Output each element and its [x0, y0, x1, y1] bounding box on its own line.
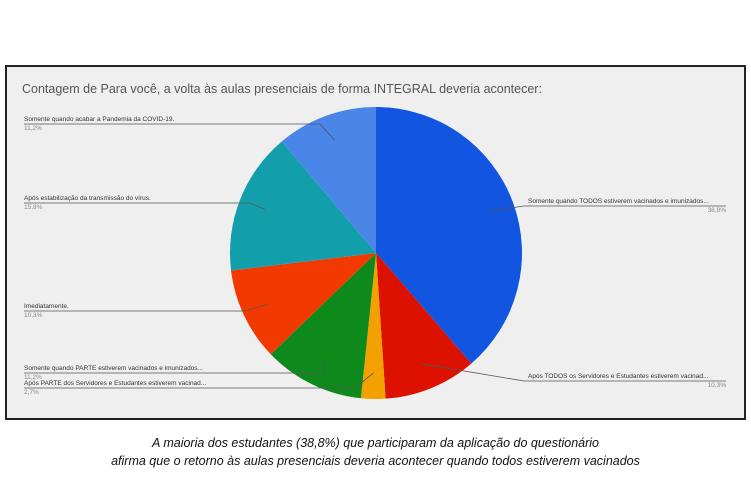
slice-value-label: 11,2%: [24, 374, 42, 381]
chart-title: Contagem de Para você, a volta às aulas …: [22, 82, 542, 96]
slice-value-label: 15,8%: [24, 204, 43, 211]
leader-line: [24, 123, 336, 141]
slice-label: Somente quando PARTE estiverem vacinados…: [24, 365, 203, 372]
slice-value-label: 38,8%: [708, 207, 727, 214]
pie-slice: [229, 141, 376, 271]
leader-line: [24, 360, 326, 374]
slice-label: Imediatamente.: [24, 303, 69, 310]
caption-line-2: afirma que o retorno às aulas presenciai…: [111, 454, 640, 468]
caption-line-1: A maioria dos estudantes (38,8%) que par…: [151, 436, 600, 450]
slice-label: Após PARTE dos Servidores e Estudantes e…: [24, 380, 206, 387]
pie-slice: [376, 107, 522, 364]
slice-label: Somente quando TODOS estiverem vacinados…: [528, 198, 709, 205]
slice-label: Após TODOS os Servidores e Estudantes es…: [528, 373, 709, 380]
slice-value-label: 2,7%: [24, 389, 39, 396]
leader-line: [24, 202, 265, 210]
pie-slice: [231, 253, 376, 355]
leader-line: [421, 363, 726, 382]
slice-label: Somente quando acabar a Pandemia da COVI…: [24, 116, 175, 123]
slice-value-label: 11,2%: [24, 125, 42, 132]
slice-label: Após estabilização da transmissão do vír…: [24, 195, 151, 202]
pie-slice: [281, 107, 376, 253]
leader-line: [24, 372, 375, 389]
pie-slice: [360, 253, 386, 399]
leader-line: [488, 205, 726, 212]
slice-value-label: 10,3%: [708, 382, 727, 389]
slice-value-label: 10,3%: [24, 312, 43, 319]
pie-slice: [270, 253, 376, 399]
leader-line: [24, 303, 268, 312]
pie-slice: [376, 253, 472, 399]
